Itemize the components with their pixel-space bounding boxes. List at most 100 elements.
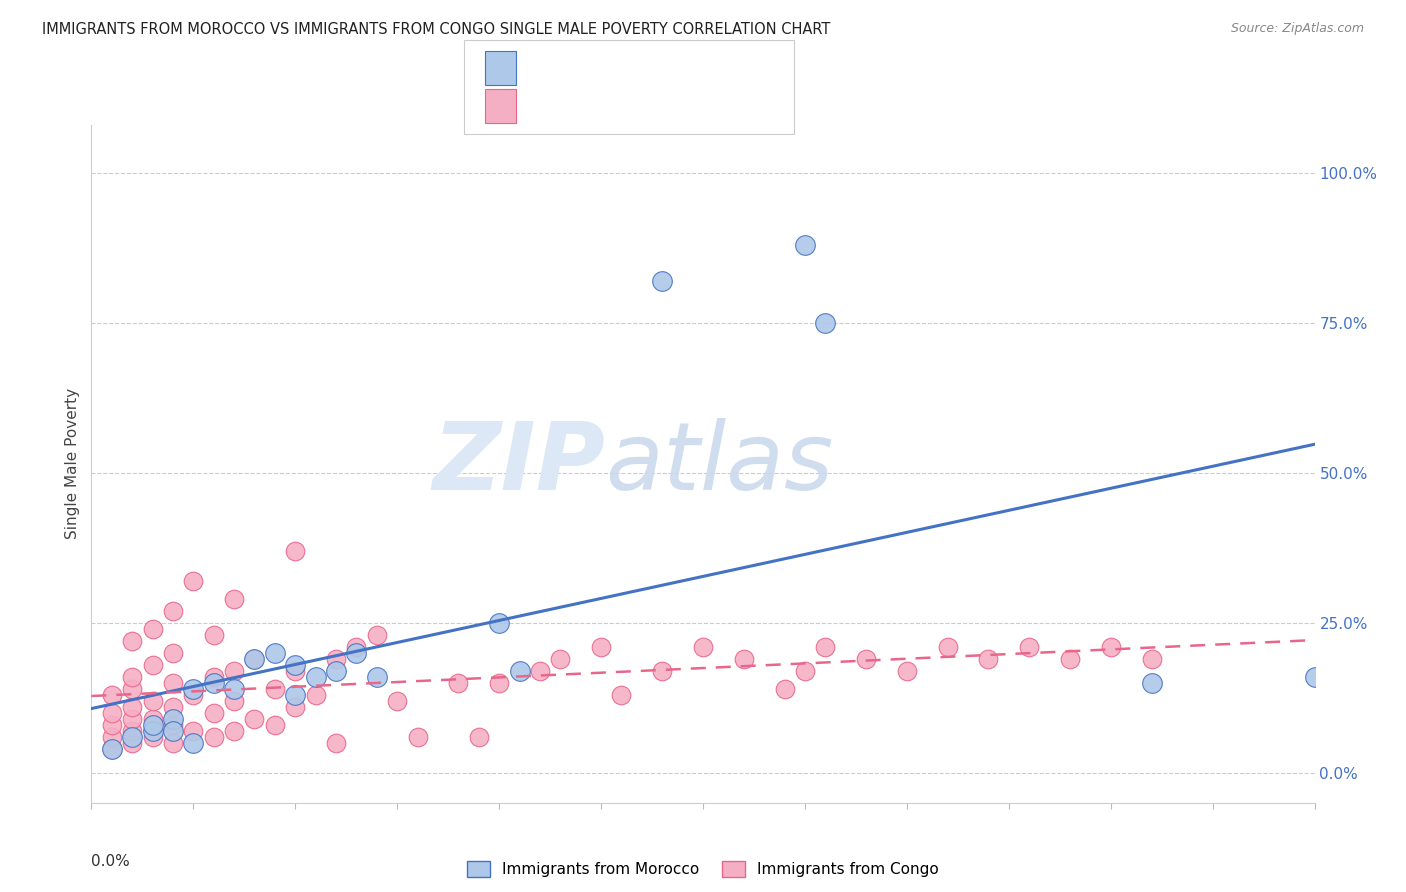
Point xyxy=(1140,652,1163,666)
Point xyxy=(610,688,633,702)
Point xyxy=(121,681,143,696)
Point xyxy=(855,652,877,666)
Point xyxy=(1059,652,1081,666)
Point xyxy=(183,688,205,702)
Point xyxy=(141,718,165,732)
Point xyxy=(121,723,143,738)
Point xyxy=(162,699,184,714)
Text: IMMIGRANTS FROM MOROCCO VS IMMIGRANTS FROM CONGO SINGLE MALE POVERTY CORRELATION: IMMIGRANTS FROM MOROCCO VS IMMIGRANTS FR… xyxy=(42,22,831,37)
Point xyxy=(202,730,225,744)
Point xyxy=(162,736,184,750)
Point xyxy=(468,730,491,744)
Point xyxy=(1018,640,1040,654)
Point xyxy=(141,723,165,738)
Point xyxy=(651,664,673,678)
Text: N = 25: N = 25 xyxy=(636,54,697,72)
Point xyxy=(488,615,510,630)
Point xyxy=(1140,675,1163,690)
Point xyxy=(284,664,307,678)
Point xyxy=(183,574,205,588)
Text: 0.0%: 0.0% xyxy=(91,854,131,869)
Point xyxy=(325,652,347,666)
Point xyxy=(224,723,246,738)
Point xyxy=(794,664,817,678)
Point xyxy=(406,730,429,744)
Text: ZIP: ZIP xyxy=(432,417,605,510)
Point xyxy=(447,675,470,690)
Point xyxy=(284,688,307,702)
Point xyxy=(101,718,124,732)
Point xyxy=(284,699,307,714)
Text: N = 69: N = 69 xyxy=(636,96,697,114)
Point xyxy=(162,675,184,690)
Point xyxy=(141,712,165,726)
Point xyxy=(224,591,246,606)
Point xyxy=(264,718,287,732)
Point xyxy=(325,736,347,750)
Point xyxy=(224,694,246,708)
Point xyxy=(773,681,796,696)
Point xyxy=(101,741,124,756)
Point xyxy=(591,640,613,654)
Point xyxy=(183,736,205,750)
Point xyxy=(121,730,143,744)
Point xyxy=(121,699,143,714)
Point xyxy=(385,694,409,708)
Point xyxy=(202,628,225,642)
Point xyxy=(202,670,225,684)
Point xyxy=(346,640,368,654)
Point xyxy=(264,681,287,696)
Text: atlas: atlas xyxy=(605,418,834,509)
Point xyxy=(284,657,307,672)
Point xyxy=(121,736,143,750)
Point xyxy=(794,238,817,252)
Point xyxy=(141,622,165,636)
Point xyxy=(162,723,184,738)
Point xyxy=(366,670,388,684)
Point xyxy=(896,664,918,678)
Point xyxy=(733,652,755,666)
Point xyxy=(366,628,388,642)
Point xyxy=(346,646,368,660)
Point xyxy=(264,646,287,660)
Text: R = 0.068: R = 0.068 xyxy=(527,96,617,114)
Text: R = 0.490: R = 0.490 xyxy=(527,54,619,72)
Point xyxy=(936,640,959,654)
Point xyxy=(1099,640,1122,654)
Point xyxy=(121,670,143,684)
Point xyxy=(224,664,246,678)
Point xyxy=(651,274,673,288)
Point xyxy=(529,664,551,678)
Point xyxy=(162,604,184,618)
Point xyxy=(141,694,165,708)
Point xyxy=(101,706,124,720)
Point xyxy=(202,706,225,720)
Point xyxy=(101,730,124,744)
Point xyxy=(162,646,184,660)
Point xyxy=(305,670,328,684)
Point xyxy=(814,316,837,330)
Point xyxy=(243,712,266,726)
Point xyxy=(305,688,328,702)
Point xyxy=(101,688,124,702)
Point xyxy=(202,675,225,690)
Point xyxy=(121,712,143,726)
Point xyxy=(183,681,205,696)
Point xyxy=(509,664,531,678)
Point xyxy=(284,544,307,558)
Y-axis label: Single Male Poverty: Single Male Poverty xyxy=(65,388,80,540)
Point xyxy=(141,657,165,672)
Point xyxy=(162,718,184,732)
Point xyxy=(224,681,246,696)
Point xyxy=(977,652,1000,666)
Point xyxy=(550,652,572,666)
Point xyxy=(121,633,143,648)
Point xyxy=(1303,670,1326,684)
Point xyxy=(101,741,124,756)
Legend: Immigrants from Morocco, Immigrants from Congo: Immigrants from Morocco, Immigrants from… xyxy=(461,855,945,883)
Point xyxy=(243,652,266,666)
Point xyxy=(243,652,266,666)
Point xyxy=(325,664,347,678)
Point xyxy=(141,730,165,744)
Point xyxy=(488,675,510,690)
